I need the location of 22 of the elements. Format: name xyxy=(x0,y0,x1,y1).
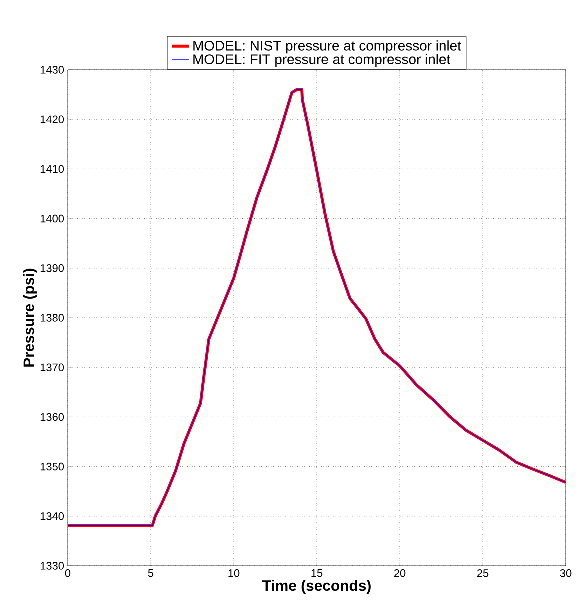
x-tick-label: 20 xyxy=(394,570,406,578)
y-tick-label: 1330 xyxy=(40,562,64,570)
y-tick-label: 1430 xyxy=(40,66,64,74)
y-tick-label: 1340 xyxy=(40,512,64,520)
y-axis-title: Pressure (psi) xyxy=(23,268,38,367)
y-tick-label: 1400 xyxy=(40,214,64,223)
y-tick-label: 1360 xyxy=(40,413,64,422)
x-tick-label: 15 xyxy=(312,570,323,578)
y-tick-label: 1410 xyxy=(40,165,64,174)
legend-label: MODEL: NIST pressure at compressor inlet xyxy=(194,40,462,54)
x-tick-label: 25 xyxy=(477,570,489,578)
y-tick-label: 1350 xyxy=(40,462,64,471)
y-tick-label: 1380 xyxy=(40,314,64,322)
legend-label: MODEL: FIT pressure at compressor inlet xyxy=(194,54,451,68)
y-tick-label: 1370 xyxy=(40,364,64,372)
y-tick-label: 1390 xyxy=(40,264,64,272)
x-tick-label: 5 xyxy=(148,570,154,578)
x-axis-title: Time (seconds) xyxy=(262,580,371,594)
x-tick-label: 0 xyxy=(65,570,71,578)
x-tick-label: 30 xyxy=(560,570,572,578)
x-tick-label: 10 xyxy=(228,570,240,578)
y-tick-label: 1420 xyxy=(40,116,64,124)
